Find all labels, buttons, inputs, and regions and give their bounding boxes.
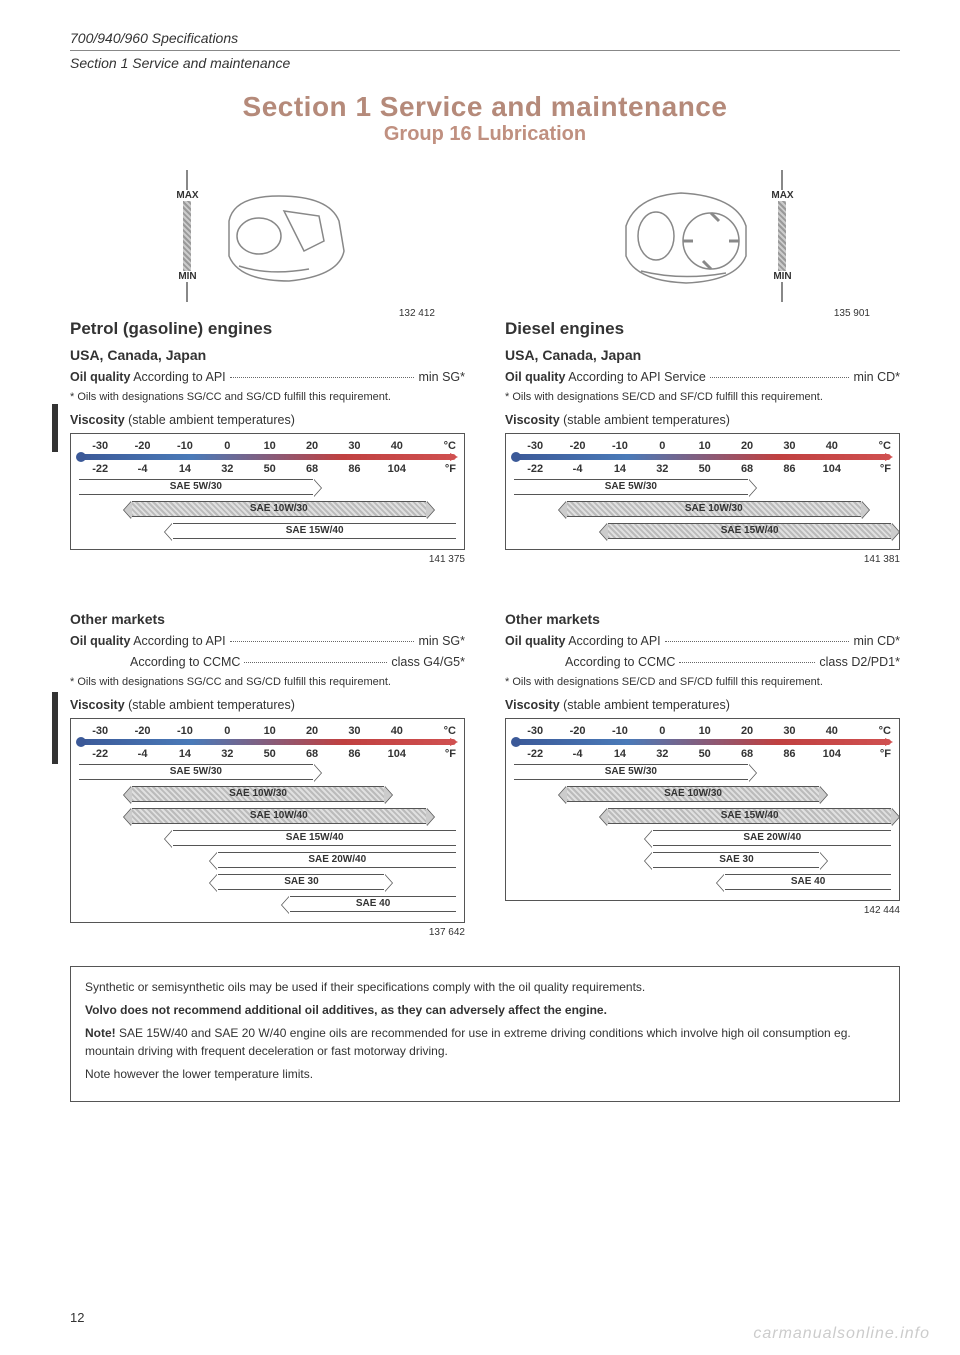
viscosity-heading: Viscosity (stable ambient temperatures) xyxy=(70,413,465,427)
dipstick-max: MAX xyxy=(176,190,198,201)
engine-outline-icon xyxy=(209,181,359,291)
oil-quality-line: Oil quality According to API Service min… xyxy=(505,369,900,387)
viscosity-heading: Viscosity (stable ambient temperatures) xyxy=(505,413,900,427)
figure-number: 137 642 xyxy=(70,927,465,938)
oil-quality-line: Oil quality According to API min SG* xyxy=(70,369,465,387)
viscosity-chart-diesel-other: -30-20-10010203040°C-22-41432506886104°F… xyxy=(505,718,900,901)
viscosity-chart-petrol-other: -30-20-10010203040°C-22-41432506886104°F… xyxy=(70,718,465,923)
petrol-engine-figure: MAX MIN xyxy=(70,171,465,301)
petrol-column: MAX MIN 132 412 Petrol (gasoline) engine… xyxy=(70,171,465,950)
diesel-engine-figure: MAX MIN xyxy=(505,171,900,301)
viscosity-chart-diesel-usa: -30-20-10010203040°C-22-41432506886104°F… xyxy=(505,433,900,550)
ccmc-line: According to CCMC class G4/G5* xyxy=(70,654,465,672)
diesel-heading: Diesel engines xyxy=(505,319,900,339)
margin-bar xyxy=(52,692,58,764)
dipstick-min: MIN xyxy=(773,271,791,282)
figure-number: 141 381 xyxy=(505,554,900,565)
margin-bar xyxy=(52,404,58,452)
figure-number: 132 412 xyxy=(70,308,465,319)
note-p3: Note! SAE 15W/40 and SAE 20 W/40 engine … xyxy=(85,1025,885,1060)
header-spec: 700/940/960 Specifications xyxy=(70,30,900,46)
figure-number: 142 444 xyxy=(505,905,900,916)
note-p1: Synthetic or semisynthetic oils may be u… xyxy=(85,979,885,996)
oil-footnote: * Oils with designations SE/CD and SF/CD… xyxy=(505,391,900,403)
note-p4: Note however the lower temperature limit… xyxy=(85,1066,885,1083)
region-other: Other markets xyxy=(70,611,465,627)
page-title: Section 1 Service and maintenance xyxy=(70,91,900,123)
region-usa: USA, Canada, Japan xyxy=(70,347,465,363)
dipstick-icon: MAX MIN xyxy=(176,170,198,302)
ccmc-line: According to CCMC class D2/PD1* xyxy=(505,654,900,672)
region-other: Other markets xyxy=(505,611,900,627)
diesel-column: MAX MIN 135 901 Diesel engines USA, Cana… xyxy=(505,171,900,950)
oil-quality-line: Oil quality According to API min CD* xyxy=(505,633,900,651)
note-box: Synthetic or semisynthetic oils may be u… xyxy=(70,966,900,1103)
note-p2: Volvo does not recommend additional oil … xyxy=(85,1002,885,1019)
oil-quality-line: Oil quality According to API min SG* xyxy=(70,633,465,651)
viscosity-heading: Viscosity (stable ambient temperatures) xyxy=(505,698,900,712)
region-usa: USA, Canada, Japan xyxy=(505,347,900,363)
figure-number: 135 901 xyxy=(505,308,900,319)
dipstick-max: MAX xyxy=(771,190,793,201)
page-subtitle: Group 16 Lubrication xyxy=(70,123,900,146)
page-number: 12 xyxy=(70,1310,84,1325)
engine-outline-icon xyxy=(611,181,761,291)
petrol-heading: Petrol (gasoline) engines xyxy=(70,319,465,339)
oil-footnote: * Oils with designations SG/CC and SG/CD… xyxy=(70,391,465,403)
figure-number: 141 375 xyxy=(70,554,465,565)
header-section: Section 1 Service and maintenance xyxy=(70,50,900,71)
dipstick-min: MIN xyxy=(178,271,196,282)
viscosity-heading: Viscosity (stable ambient temperatures) xyxy=(70,698,465,712)
dipstick-icon: MAX MIN xyxy=(771,170,793,302)
oil-footnote: * Oils with designations SE/CD and SF/CD… xyxy=(505,676,900,688)
watermark: carmanualsonline.info xyxy=(753,1325,930,1343)
oil-footnote: * Oils with designations SG/CC and SG/CD… xyxy=(70,676,465,688)
viscosity-chart-petrol-usa: -30-20-10010203040°C-22-41432506886104°F… xyxy=(70,433,465,550)
